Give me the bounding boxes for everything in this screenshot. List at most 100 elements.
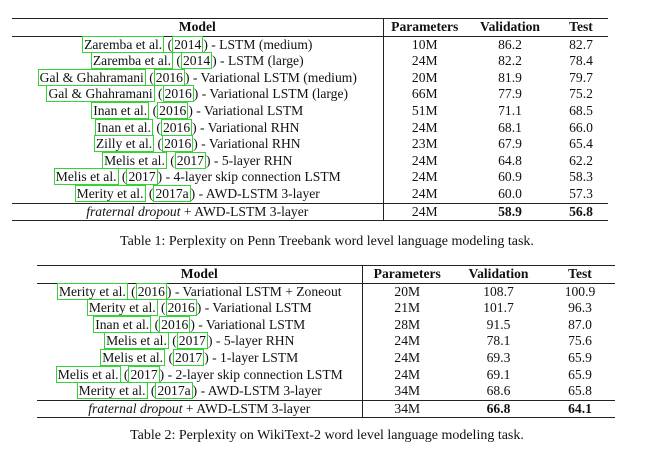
citation-year[interactable]: 2017 xyxy=(176,152,204,168)
citation-link[interactable]: Melis et al. xyxy=(104,332,169,350)
citation-authors[interactable]: Inan et al. xyxy=(97,119,151,135)
citation-year[interactable]: 2014 xyxy=(182,53,211,69)
model-description: - Variational LSTM xyxy=(194,316,306,332)
model-description: - Variational RHN xyxy=(196,119,300,135)
citation-authors[interactable]: Gal & Ghahramani xyxy=(48,86,153,102)
citation-year[interactable]: 2017a xyxy=(155,185,189,201)
citation-year-link[interactable]: 2017 xyxy=(176,332,208,350)
citation-authors[interactable]: Inan et al. xyxy=(93,102,148,118)
header-parameters: Parameters xyxy=(373,266,441,281)
model-description: - 1-layer LSTM xyxy=(208,349,299,365)
table-row: Melis et al. (2017) - 4-layer skip conne… xyxy=(12,168,608,186)
citation-year-link[interactable]: 2016 xyxy=(135,282,167,300)
citation-year-link[interactable]: 2017 xyxy=(174,151,206,169)
citation-authors[interactable]: Gal & Ghahramani xyxy=(39,69,144,85)
model-description: - Variational RHN xyxy=(197,136,301,152)
citation-link[interactable]: Melis et al. xyxy=(100,348,166,366)
citation-year-link[interactable]: 2017 xyxy=(128,365,160,383)
citation-authors[interactable]: Merity et al. xyxy=(58,283,126,299)
citation-year[interactable]: 2016 xyxy=(167,300,195,316)
citation-year[interactable]: 2017 xyxy=(175,349,203,365)
citation-year-link[interactable]: 2016 xyxy=(157,101,189,119)
citation-year-link[interactable]: 2014 xyxy=(180,52,213,70)
test-cell: 64.1 xyxy=(568,400,592,416)
citation-link[interactable]: Merity et al. xyxy=(56,282,128,300)
citation-link[interactable]: Inan et al. xyxy=(93,315,152,333)
citation-year[interactable]: 2017 xyxy=(128,169,156,185)
citation-link[interactable]: Inan et al. xyxy=(95,118,153,136)
citation-year-link[interactable]: 2016 xyxy=(162,85,194,103)
citation-authors[interactable]: Merity et al. xyxy=(76,185,144,201)
table-row: Gal & Ghahramani (2016) - Variational LS… xyxy=(12,68,608,87)
validation-cell: 60.9 xyxy=(498,169,522,185)
citation-year-link[interactable]: 2016 xyxy=(165,299,197,317)
citation-link[interactable]: Gal & Ghahramani xyxy=(46,85,155,103)
validation-cell: 67.9 xyxy=(498,136,522,152)
test-cell: 65.4 xyxy=(569,136,593,152)
citation-authors[interactable]: Melis et al. xyxy=(102,349,164,365)
test-cell: 58.3 xyxy=(569,169,593,185)
citation-link[interactable]: Zilly et al. xyxy=(93,135,155,153)
citation-year[interactable]: 2017a xyxy=(157,383,191,399)
citation-authors[interactable]: Zilly et al. xyxy=(95,136,153,152)
citation-year[interactable]: 2016 xyxy=(161,316,189,332)
citation-year-link[interactable]: 2016 xyxy=(162,135,194,153)
citation-year[interactable]: 2016 xyxy=(137,283,165,299)
citation-link[interactable]: Merity et al. xyxy=(86,299,158,317)
citation-link[interactable]: Zaremba et al. xyxy=(82,35,165,53)
table-1: Model Parameters Validation Test Zaremba… xyxy=(12,18,608,221)
model-description: - LSTM (large) xyxy=(216,53,304,69)
validation-cell: 60.0 xyxy=(498,185,522,201)
citation-authors[interactable]: Merity et al. xyxy=(78,383,146,399)
citation-year-link[interactable]: 2014 xyxy=(172,35,204,53)
citation-year[interactable]: 2016 xyxy=(164,136,192,152)
model-description: - AWD-LSTM 3-layer xyxy=(197,383,322,399)
citation-authors[interactable]: Merity et al. xyxy=(88,300,156,316)
citation-authors[interactable]: Melis et al. xyxy=(104,152,165,168)
validation-cell: 68.1 xyxy=(498,119,522,135)
citation-year-link[interactable]: 2017 xyxy=(126,168,158,186)
table-row: Merity et al. (2017a) - AWD-LSTM 3-layer… xyxy=(12,184,608,204)
citation-year-link[interactable]: 2016 xyxy=(159,315,191,333)
test-cell: 78.4 xyxy=(569,53,593,69)
citation-link[interactable]: Merity et al. xyxy=(76,382,148,400)
citation-link[interactable]: Melis et al. xyxy=(55,365,121,383)
citation-link[interactable]: Merity et al. xyxy=(74,184,146,202)
citation-link[interactable]: Zaremba et al. xyxy=(90,52,173,70)
model-description: - 5-layer RHN xyxy=(210,152,293,168)
validation-cell: 64.8 xyxy=(498,152,522,168)
citation-year[interactable]: 2017 xyxy=(130,366,158,382)
citation-year-link[interactable]: 2017 xyxy=(173,348,205,366)
citation-year-link[interactable]: 2017a xyxy=(155,382,193,400)
citation-year[interactable]: 2016 xyxy=(162,119,191,135)
table-1-caption: Table 1: Perplexity on Penn Treebank wor… xyxy=(120,234,534,249)
model-description: - Variational LSTM + Zoneout xyxy=(171,283,342,299)
citation-year[interactable]: 2016 xyxy=(159,102,187,118)
citation-year[interactable]: 2017 xyxy=(178,333,206,349)
citation-authors[interactable]: Melis et al. xyxy=(106,333,167,349)
citation-authors[interactable]: Melis et al. xyxy=(55,169,117,185)
params-cell: 20M xyxy=(394,283,421,299)
citation-authors[interactable]: Zaremba et al. xyxy=(92,53,171,69)
citation-link[interactable]: Gal & Ghahramani xyxy=(37,68,146,86)
citation-year[interactable]: 2016 xyxy=(164,86,192,102)
citation-link[interactable]: Inan et al. xyxy=(91,101,150,119)
model-cell: Melis et al. (2017) - 5-layer RHN xyxy=(37,332,363,350)
validation-cell: 81.9 xyxy=(498,69,522,85)
citation-authors[interactable]: Zaremba et al. xyxy=(84,36,163,52)
citation-authors[interactable]: Inan et al. xyxy=(95,316,150,332)
citation-year-link[interactable]: 2016 xyxy=(160,118,193,136)
citation-year-link[interactable]: 2016 xyxy=(153,68,185,86)
citation-link[interactable]: Melis et al. xyxy=(53,168,119,186)
test-cell: 65.9 xyxy=(568,366,592,382)
citation-link[interactable]: Melis et al. xyxy=(102,151,167,169)
citation-year[interactable]: 2016 xyxy=(155,69,183,85)
model-cell: Inan et al. (2016) - Variational LSTM xyxy=(37,315,363,334)
citation-year[interactable]: 2014 xyxy=(174,36,202,52)
citation-authors[interactable]: Melis et al. xyxy=(57,366,119,382)
citation-year-link[interactable]: 2017a xyxy=(153,184,191,202)
table-row: Merity et al. (2016) - Variational LSTM 2… xyxy=(37,299,615,317)
model-cell: Gal & Ghahramani (2016) - Variational LS… xyxy=(12,85,384,103)
model-cell: fraternal dropout + AWD-LSTM 3-layer xyxy=(37,400,363,418)
model-description: - Variational LSTM xyxy=(192,102,304,118)
